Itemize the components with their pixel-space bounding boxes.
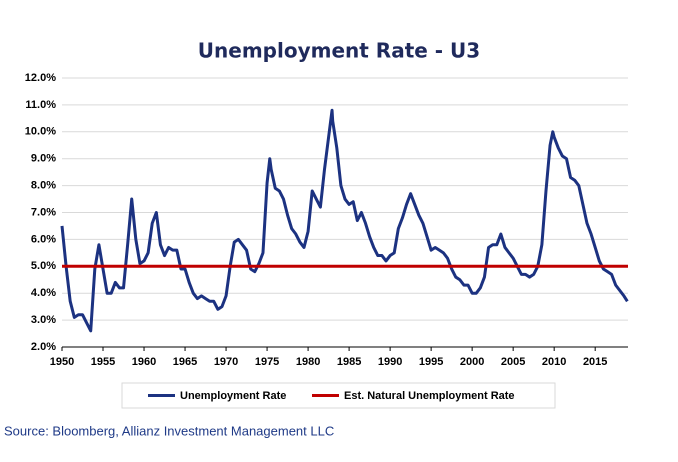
x-tick-label: 2010 [542,356,566,368]
x-tick-label: 2005 [501,356,525,368]
legend-label: Unemployment Rate [180,390,286,402]
x-tick-label: 1980 [296,356,320,368]
x-tick-label: 1960 [132,356,156,368]
y-tick-label: 10.0% [25,126,56,138]
y-tick-label: 9.0% [31,153,56,165]
y-tick-label: 4.0% [31,287,56,299]
source-note: Source: Bloomberg, Allianz Investment Ma… [4,423,334,438]
x-tick-label: 1970 [214,356,238,368]
y-tick-label: 6.0% [31,233,56,245]
x-tick-label: 1990 [378,356,402,368]
y-tick-label: 7.0% [31,206,56,218]
legend-label: Est. Natural Unemployment Rate [344,390,515,402]
y-tick-label: 5.0% [31,260,56,272]
x-tick-label: 2015 [583,356,607,368]
y-tick-label: 8.0% [31,180,56,192]
x-tick-label: 2000 [460,356,484,368]
x-tick-label: 1995 [419,356,443,368]
y-tick-label: 3.0% [31,314,56,326]
y-tick-label: 2.0% [31,341,56,353]
x-tick-label: 1985 [337,356,361,368]
chart-title: Unemployment Rate - U3 [198,39,480,63]
y-tick-label: 12.0% [25,72,56,84]
x-tick-label: 1975 [255,356,279,368]
y-tick-label: 11.0% [25,99,56,111]
data-line [60,108,629,333]
x-tick-label: 1955 [91,356,115,368]
x-tick-label: 1950 [50,356,74,368]
x-tick-label: 1965 [173,356,197,368]
